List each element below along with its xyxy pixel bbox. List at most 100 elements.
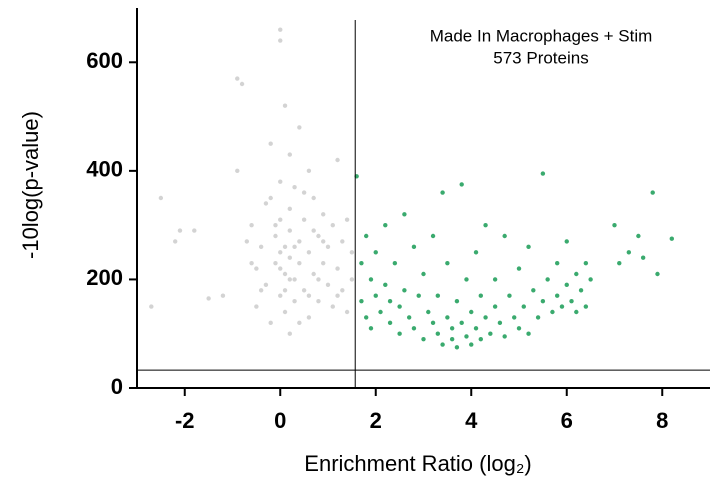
point	[612, 222, 617, 228]
point	[287, 255, 292, 260]
point	[526, 244, 531, 250]
point	[416, 293, 421, 298]
point	[540, 171, 546, 176]
point	[578, 288, 584, 293]
point	[588, 277, 593, 282]
point	[636, 233, 641, 239]
point	[292, 184, 297, 190]
point	[278, 217, 283, 222]
point	[492, 277, 498, 282]
point	[564, 282, 569, 288]
point	[268, 320, 273, 326]
point	[387, 298, 393, 304]
point	[349, 277, 355, 282]
point	[263, 282, 269, 288]
point	[273, 260, 278, 266]
point	[330, 222, 335, 228]
point	[368, 326, 374, 331]
point	[430, 233, 436, 239]
point	[301, 288, 307, 293]
point	[464, 277, 469, 282]
point	[502, 233, 507, 239]
point	[158, 195, 164, 201]
point	[540, 298, 546, 304]
point	[278, 38, 283, 43]
point	[301, 190, 307, 195]
point	[287, 331, 292, 336]
point	[640, 255, 646, 260]
point	[301, 217, 307, 222]
point	[526, 331, 531, 336]
point	[473, 250, 479, 255]
point	[278, 266, 283, 271]
point	[473, 326, 479, 331]
point	[545, 277, 550, 282]
point	[464, 334, 469, 339]
point	[249, 222, 254, 228]
point	[335, 157, 340, 163]
point	[335, 293, 340, 298]
point	[669, 236, 674, 241]
point	[359, 260, 364, 266]
point	[397, 331, 402, 336]
point	[507, 293, 512, 298]
x-tick-label: 6	[561, 408, 573, 433]
point	[378, 309, 383, 315]
point	[311, 271, 316, 277]
point	[254, 266, 259, 271]
point	[235, 76, 240, 81]
point	[306, 315, 312, 320]
point	[149, 304, 154, 309]
point	[287, 206, 292, 212]
point	[344, 217, 350, 222]
x-tick-label: 4	[465, 408, 478, 433]
point	[235, 168, 240, 174]
annotation: 573 Proteins	[493, 48, 588, 67]
point	[273, 222, 278, 228]
point	[550, 309, 555, 315]
point	[521, 304, 526, 309]
point	[278, 27, 283, 32]
x-axis-title: Enrichment Ratio (log₂)	[304, 451, 531, 476]
point	[287, 277, 292, 282]
point	[574, 309, 579, 315]
point	[292, 244, 297, 250]
point	[478, 336, 483, 342]
point	[306, 250, 312, 255]
point	[454, 345, 460, 350]
point	[282, 244, 288, 250]
point	[564, 239, 569, 244]
point	[454, 298, 460, 304]
point	[574, 271, 579, 277]
point	[440, 190, 445, 195]
point	[364, 233, 369, 239]
point	[488, 331, 493, 336]
point	[349, 250, 355, 255]
y-tick-label: 600	[86, 48, 123, 73]
point	[421, 271, 426, 277]
x-tick-label: 8	[656, 408, 668, 433]
point	[421, 336, 426, 342]
point	[335, 266, 340, 271]
point	[469, 309, 474, 315]
point	[383, 282, 388, 288]
y-tick-label: 400	[86, 157, 123, 182]
point	[387, 320, 393, 326]
point	[330, 304, 335, 309]
point	[258, 244, 264, 250]
point	[435, 331, 441, 336]
point	[206, 296, 211, 301]
y-tick-label: 200	[86, 265, 123, 290]
point	[411, 326, 417, 331]
point	[297, 239, 302, 244]
point	[426, 309, 431, 315]
point	[282, 309, 288, 315]
point	[344, 309, 350, 315]
annotation: Made In Macrophages + Stim	[430, 26, 653, 45]
point	[445, 315, 450, 320]
point	[268, 141, 273, 146]
point	[397, 304, 402, 309]
point	[583, 260, 589, 266]
point	[492, 304, 498, 309]
